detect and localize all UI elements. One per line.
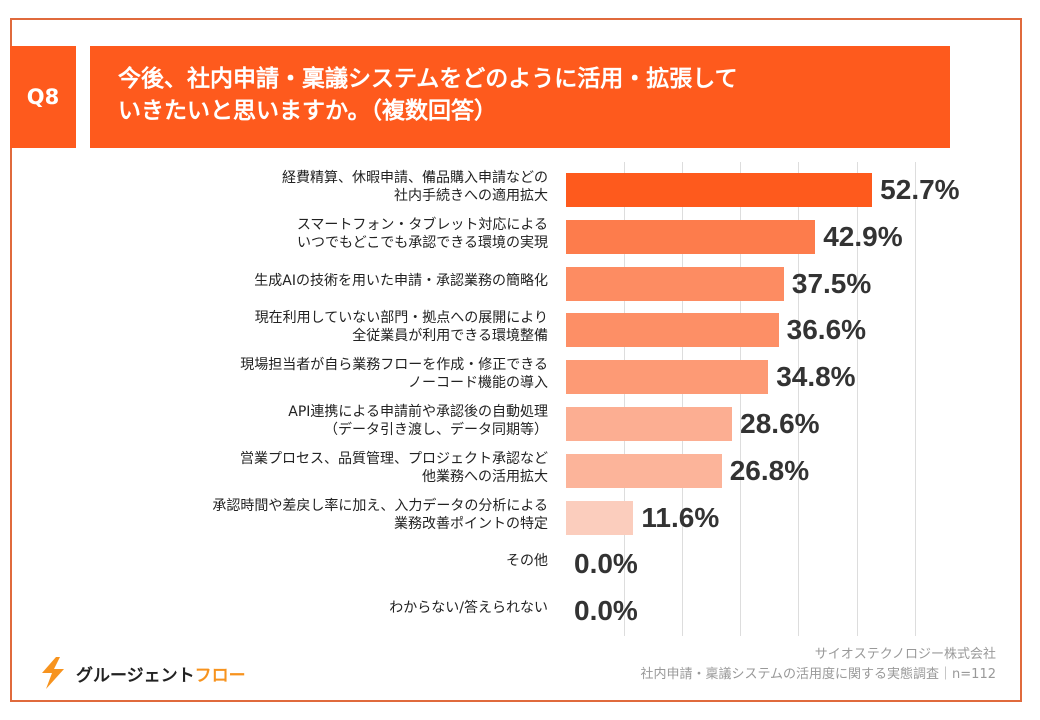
gridline [740, 162, 742, 636]
bar [566, 219, 816, 254]
category-label: 現場担当者が自ら業務フローを作成・修正できる ノーコード機能の導入 [240, 357, 548, 392]
bar [566, 313, 779, 348]
category-label: 営業プロセス、品質管理、プロジェクト承認など 他業務への活用拡大 [240, 450, 548, 485]
value-label: 37.5% [791, 267, 872, 299]
chart-title: 今後、社内申請・稟議システムをどのように活用・拡張して いきたいと思いますか。（… [90, 46, 950, 148]
logo-text-accent: フロー [194, 665, 246, 686]
value-label: 26.8% [729, 454, 810, 486]
chart-frame [10, 18, 1022, 702]
bar [566, 500, 634, 535]
gridline [914, 162, 916, 636]
source: サイオステクノロジー株式会社 社内申請・稟議システムの活用度に関する実態調査｜n… [640, 645, 996, 685]
bar [566, 453, 722, 488]
category-label: その他 [506, 553, 548, 570]
lightning-logo-icon [42, 657, 64, 689]
value-label: 11.6% [641, 501, 720, 533]
question-number: Q8 [10, 46, 76, 148]
value-label: 0.0% [574, 548, 638, 580]
value-label: 0.0% [574, 595, 638, 627]
logo-text: グルージェント [76, 665, 195, 686]
logo: グルージェント フロー [36, 655, 246, 691]
gridline [798, 162, 800, 636]
value-label: 36.6% [786, 314, 867, 346]
category-label: わからない/答えられない [389, 600, 548, 617]
category-label: 経費精算、休暇申請、備品購入申請などの 社内手続きへの適用拡大 [282, 170, 548, 204]
category-label: スマートフォン・タブレット対応による いつでもどこでも承認できる環境の実現 [296, 216, 548, 251]
value-label: 28.6% [740, 408, 820, 439]
gridline [682, 162, 684, 636]
source-company: サイオステクノロジー株式会社 [814, 647, 996, 662]
bar [566, 266, 784, 301]
bar [566, 360, 769, 395]
bar [566, 173, 873, 207]
gridline [624, 162, 626, 636]
gridline [856, 162, 858, 636]
value-label: 42.9% [823, 220, 903, 252]
category-label: API連携による申請前や承認後の自動処理 （データ引き渡し、データ同期等） [288, 404, 548, 438]
source-survey: 社内申請・稟議システムの活用度に関する実態調査｜n=112 [640, 667, 996, 682]
category-label: 生成AIの技術を用いた申請・承認業務の簡略化 [254, 272, 548, 289]
category-label: 現在利用していない部門・拠点への展開により 全従業員が利用できる環境整備 [254, 310, 548, 345]
bar [566, 407, 733, 441]
value-label: 52.7% [880, 174, 960, 205]
value-label: 34.8% [776, 361, 856, 393]
category-label: 承認時間や差戻し率に加え、入力データの分析による 業務改善ポイントの特定 [212, 497, 548, 532]
